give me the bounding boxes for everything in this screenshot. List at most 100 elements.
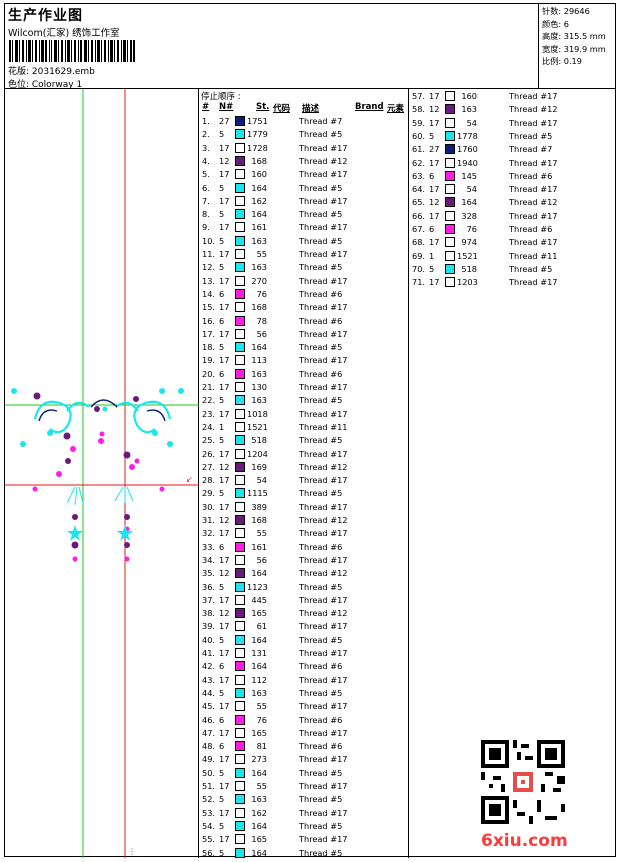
- color-swatch: [445, 157, 455, 168]
- row-code: 54: [256, 475, 267, 486]
- table-row: 48. 6 81 Thread #6: [199, 740, 408, 753]
- row-code: 163: [251, 395, 267, 406]
- table-row: 70. 5 518 Thread #5: [409, 263, 615, 276]
- row-description: Thread #17: [299, 382, 348, 392]
- row-number: 44.: [202, 687, 216, 698]
- table-row: 22. 5 163 Thread #5: [199, 394, 408, 407]
- table-row: 3. 17 1728 Thread #17: [199, 142, 408, 155]
- table-row: 25. 5 518 Thread #5: [199, 434, 408, 447]
- row-needle: 12: [219, 461, 230, 472]
- row-number: 41.: [202, 648, 216, 658]
- color-swatch: [235, 834, 245, 845]
- row-number: 57.: [412, 91, 426, 101]
- row-number: 9.: [202, 222, 210, 233]
- row-needle: 17: [219, 169, 230, 180]
- color-swatch: [235, 661, 245, 672]
- table-row: 66. 17 328 Thread #17: [409, 210, 615, 223]
- row-description: Thread #17: [509, 277, 558, 288]
- row-code: 445: [251, 594, 267, 605]
- row-description: Thread #7: [299, 116, 343, 126]
- row-description: Thread #5: [299, 129, 343, 140]
- row-needle: 5: [219, 129, 225, 140]
- row-number: 31.: [202, 515, 216, 525]
- row-number: 69.: [412, 250, 426, 261]
- color-swatch: [235, 581, 245, 592]
- row-number: 7.: [202, 195, 210, 206]
- row-needle: 12: [219, 515, 230, 525]
- row-description: Thread #17: [299, 448, 348, 459]
- table-row: 28. 17 54 Thread #17: [199, 474, 408, 487]
- header-desc: 描述: [302, 104, 320, 114]
- color-swatch: [235, 820, 245, 831]
- row-code: 1779: [247, 129, 268, 140]
- swirl-motif-icon: [33, 400, 172, 434]
- row-description: Thread #5: [509, 130, 553, 141]
- table-row: 35. 12 164 Thread #12: [199, 567, 408, 580]
- color-swatch: [235, 435, 245, 446]
- row-code: 165: [251, 727, 267, 738]
- color-swatch: [235, 408, 245, 419]
- header-st: St.: [256, 102, 270, 112]
- row-description: Thread #7: [509, 144, 553, 155]
- row-needle: 17: [429, 117, 440, 128]
- row-code: 168: [251, 155, 267, 166]
- row-needle: 12: [219, 568, 230, 579]
- row-number: 52.: [202, 794, 216, 805]
- table-row: 58. 12 163 Thread #12: [409, 103, 615, 116]
- table-row: 34. 17 56 Thread #17: [199, 554, 408, 567]
- row-code: 1204: [247, 448, 268, 459]
- row-description: Thread #17: [509, 117, 558, 128]
- row-needle: 5: [219, 794, 225, 805]
- row-needle: 5: [219, 767, 225, 778]
- color-swatch: [235, 195, 245, 206]
- purple-bead-icon: [33, 392, 139, 549]
- header-num: #: [202, 102, 210, 112]
- row-description: Thread #17: [299, 781, 348, 791]
- row-code: 163: [461, 104, 477, 115]
- table-row: 1. 27 1751 Thread #7: [199, 115, 408, 128]
- row-description: Thread #17: [299, 142, 348, 153]
- row-description: Thread #12: [509, 104, 558, 115]
- row-code: 518: [461, 263, 477, 274]
- row-number: 46.: [202, 714, 216, 725]
- stop-sequence-label: 停止顺序 :: [201, 92, 241, 102]
- row-number: 33.: [202, 541, 216, 552]
- table-row: 12. 5 163 Thread #5: [199, 261, 408, 274]
- table-row: 51. 17 55 Thread #17: [199, 780, 408, 793]
- row-number: 67.: [412, 224, 426, 234]
- row-number: 54.: [202, 820, 216, 831]
- row-code: 165: [251, 608, 267, 619]
- table-row: 59. 17 54 Thread #17: [409, 117, 615, 130]
- row-number: 23.: [202, 408, 216, 419]
- table-row: 55. 17 165 Thread #17: [199, 833, 408, 846]
- row-code: 168: [251, 302, 267, 313]
- row-number: 19.: [202, 355, 216, 366]
- row-number: 60.: [412, 130, 426, 141]
- row-code: 328: [461, 210, 477, 221]
- row-description: Thread #5: [299, 182, 343, 193]
- row-number: 63.: [412, 170, 426, 181]
- row-description: Thread #6: [299, 368, 343, 379]
- row-description: Thread #17: [509, 91, 558, 101]
- color-swatch: [445, 144, 455, 155]
- header-element: 元素: [387, 104, 405, 114]
- row-description: Thread #5: [299, 342, 343, 353]
- table-row: 9. 17 161 Thread #17: [199, 221, 408, 234]
- table-row: 26. 17 1204 Thread #17: [199, 448, 408, 461]
- row-code: 169: [251, 461, 267, 472]
- row-code: 160: [461, 91, 477, 101]
- row-description: Thread #17: [509, 237, 558, 248]
- row-code: 78: [256, 315, 267, 326]
- row-code: 1018: [247, 408, 268, 419]
- color-swatch: [235, 355, 245, 366]
- row-description: Thread #11: [299, 421, 348, 432]
- row-number: 16.: [202, 315, 216, 326]
- row-description: Thread #17: [299, 594, 348, 605]
- row-description: Thread #6: [299, 288, 343, 299]
- svg-text:⋮: ⋮: [128, 847, 136, 856]
- color-swatch: [235, 288, 245, 299]
- color-swatch: [445, 117, 455, 128]
- row-code: 1760: [457, 144, 478, 155]
- row-description: Thread #17: [299, 195, 348, 206]
- row-description: Thread #12: [299, 155, 348, 166]
